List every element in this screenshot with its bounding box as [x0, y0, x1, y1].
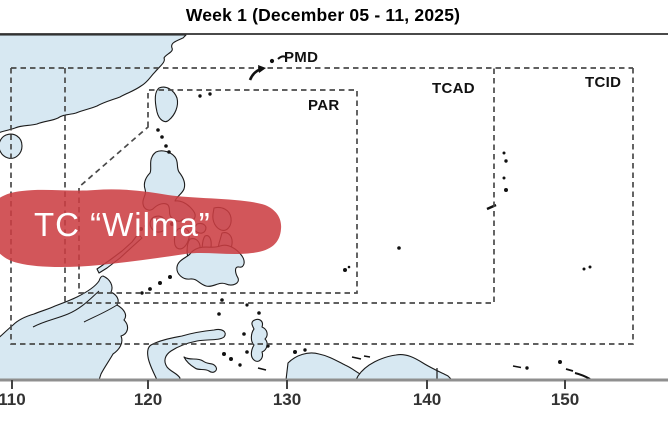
- small-islands: [139, 55, 592, 380]
- land-birds-head: [285, 352, 366, 381]
- tick-label-140: 140: [412, 390, 442, 409]
- land-new-guinea: [355, 354, 453, 381]
- land-taiwan: [154, 86, 179, 123]
- borneo-border-2: [83, 304, 118, 323]
- land-china: [0, 34, 187, 133]
- label-pmd: PMD: [284, 49, 319, 66]
- land-sulawesi-arm: [183, 356, 217, 373]
- cyclone-label: TC “Wilma”: [34, 206, 211, 243]
- label-par: PAR: [308, 97, 340, 114]
- borneo-border: [32, 290, 100, 328]
- label-tcad: TCAD: [432, 80, 475, 97]
- tick-label-150: 150: [550, 390, 580, 409]
- land-borneo: [0, 275, 129, 381]
- longitude-axis: [0, 378, 668, 389]
- tick-label-120: 120: [133, 390, 163, 409]
- cyclone-area-blob: [0, 189, 282, 268]
- label-tcid: TCID: [585, 74, 622, 91]
- land-halmahera: [250, 318, 268, 362]
- boundary-par: [78, 89, 358, 294]
- figure-title: Week 1 (December 05 - 11, 2025): [185, 5, 461, 25]
- tick-label-110: 110: [0, 390, 26, 409]
- land-sulawesi: [147, 328, 226, 381]
- boundary-tcad: [64, 68, 495, 304]
- pmd-arrow: [248, 65, 266, 81]
- tick-label-130: 130: [272, 390, 302, 409]
- axis-ticks: [11, 380, 566, 389]
